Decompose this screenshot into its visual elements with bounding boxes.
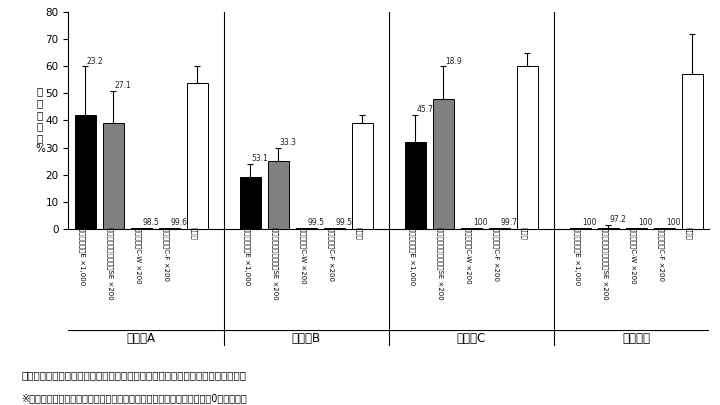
Text: 無処理: 無処理 [191,227,197,239]
Text: 99.6: 99.6 [171,218,187,227]
Text: テクリードC-F ×200: テクリードC-F ×200 [492,227,500,281]
Text: モミガードC-W ×200: モミガードC-W ×200 [630,227,636,284]
Text: 99.5: 99.5 [307,218,325,227]
Bar [324,228,345,229]
Bar [268,161,289,229]
Bar [240,177,261,229]
Bar [352,123,373,229]
Text: 耐性菌A: 耐性菌A [127,332,156,345]
Bar [570,228,591,229]
Text: 27.1: 27.1 [114,81,131,90]
Text: スポルタックE ×1,000: スポルタックE ×1,000 [409,227,415,285]
Text: スポルタックスターナSE ×200: スポルタックスターナSE ×200 [437,227,444,300]
Text: 45.7: 45.7 [417,105,433,114]
Text: 耐性菌B: 耐性菌B [292,332,321,345]
Text: モミガードC-W ×200: モミガードC-W ×200 [464,227,472,284]
Text: モミガードC-W ×200: モミガードC-W ×200 [135,227,141,284]
Text: テクリードC-F ×200: テクリードC-F ×200 [658,227,665,281]
Text: 100: 100 [473,218,487,227]
Bar [517,66,538,229]
Bar [130,228,152,229]
Text: 無処理: 無処理 [686,227,693,239]
Text: 99.5: 99.5 [336,218,353,227]
Text: テクリードC-F ×200: テクリードC-F ×200 [163,227,169,281]
Bar [654,228,675,229]
Bar [461,228,482,229]
Bar [75,115,96,229]
Text: スポルタックスターナSE ×200: スポルタックスターナSE ×200 [602,227,608,300]
Text: 図　プロクロラズ剤耐性および感受性ばか苗病菌に対する種子消毒剤の防除効果: 図 プロクロラズ剤耐性および感受性ばか苗病菌に対する種子消毒剤の防除効果 [22,371,246,381]
Bar [158,228,179,229]
Text: 無処理: 無処理 [356,227,362,239]
Text: テクリードC-F ×200: テクリードC-F ×200 [328,227,334,281]
Text: 耐性菌C: 耐性菌C [456,332,486,345]
Text: スポルタックスターナSE ×200: スポルタックスターナSE ×200 [107,227,113,300]
Text: 98.5: 98.5 [143,218,159,227]
Text: 100: 100 [638,218,652,227]
Text: スポルタックスターナSE ×200: スポルタックスターナSE ×200 [271,227,278,300]
Bar [433,99,454,229]
Text: 18.9: 18.9 [445,57,462,66]
Text: 23.2: 23.2 [86,57,104,66]
Text: 99.7: 99.7 [500,218,518,227]
Text: 100: 100 [666,218,680,227]
Bar [405,142,426,229]
Text: スポルタックE ×1,000: スポルタックE ×1,000 [78,227,85,285]
Text: 100: 100 [582,218,596,227]
Y-axis label: 発
病
苗
率
・
%: 発 病 苗 率 ・ % [35,87,45,154]
Text: 無処理: 無処理 [521,227,527,239]
Bar [626,228,647,229]
Text: 53.1: 53.1 [252,154,269,163]
Bar [682,75,703,229]
Text: 感受性菌: 感受性菌 [623,332,650,345]
Bar [103,123,124,229]
Text: モミガードC-W ×200: モミガードC-W ×200 [300,227,306,284]
Bar [296,228,317,229]
Bar [186,83,207,229]
Text: ※図中の数値は無処理区に対する防除価。防除価がマイナスの場合は「0」とした。: ※図中の数値は無処理区に対する防除価。防除価がマイナスの場合は「0」とした。 [22,393,248,403]
Bar [489,228,510,229]
Text: 97.2: 97.2 [610,215,626,224]
Text: スポルタックE ×1,000: スポルタックE ×1,000 [574,227,580,285]
Text: 33.3: 33.3 [279,138,297,147]
Text: スポルタックE ×1,000: スポルタックE ×1,000 [243,227,251,285]
Bar [598,228,619,229]
